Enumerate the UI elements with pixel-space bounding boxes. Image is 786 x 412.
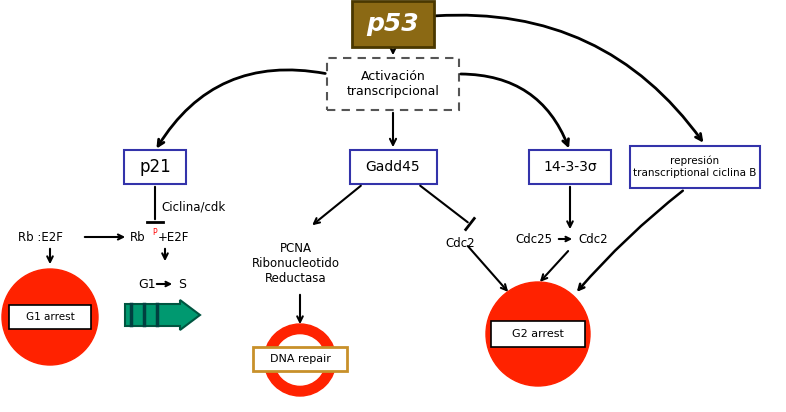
Text: +E2F: +E2F (158, 230, 189, 243)
Circle shape (2, 269, 98, 365)
Text: P: P (152, 227, 156, 236)
Circle shape (275, 335, 325, 385)
Text: G1: G1 (138, 278, 156, 290)
FancyBboxPatch shape (491, 321, 585, 347)
Text: Ciclina/cdk: Ciclina/cdk (161, 201, 226, 213)
FancyBboxPatch shape (352, 1, 434, 47)
FancyBboxPatch shape (9, 305, 91, 329)
FancyBboxPatch shape (630, 146, 760, 188)
FancyBboxPatch shape (253, 347, 347, 371)
Text: G1 arrest: G1 arrest (26, 312, 75, 322)
Text: 14-3-3σ: 14-3-3σ (543, 160, 597, 174)
Text: S: S (178, 278, 186, 290)
Circle shape (486, 282, 590, 386)
Text: p21: p21 (139, 158, 171, 176)
Circle shape (264, 324, 336, 396)
FancyArrow shape (125, 300, 200, 330)
Text: p53: p53 (367, 12, 419, 36)
Text: Rb :E2F: Rb :E2F (18, 230, 63, 243)
Text: Rb: Rb (130, 230, 145, 243)
FancyBboxPatch shape (327, 58, 459, 110)
Text: Gadd45: Gadd45 (365, 160, 421, 174)
Text: Cdc2: Cdc2 (578, 232, 608, 246)
FancyBboxPatch shape (529, 150, 611, 184)
Text: Cdc2: Cdc2 (445, 237, 475, 250)
Text: G2 arrest: G2 arrest (512, 329, 564, 339)
Text: Cdc25: Cdc25 (515, 232, 552, 246)
Text: DNA repair: DNA repair (270, 354, 330, 364)
Text: represión
transcriptional ciclina B: represión transcriptional ciclina B (634, 156, 757, 178)
Text: PCNA
Ribonucleotido
Reductasa: PCNA Ribonucleotido Reductasa (252, 242, 340, 285)
Text: Activación
transcripcional: Activación transcripcional (347, 70, 439, 98)
FancyBboxPatch shape (124, 150, 186, 184)
FancyBboxPatch shape (350, 150, 436, 184)
